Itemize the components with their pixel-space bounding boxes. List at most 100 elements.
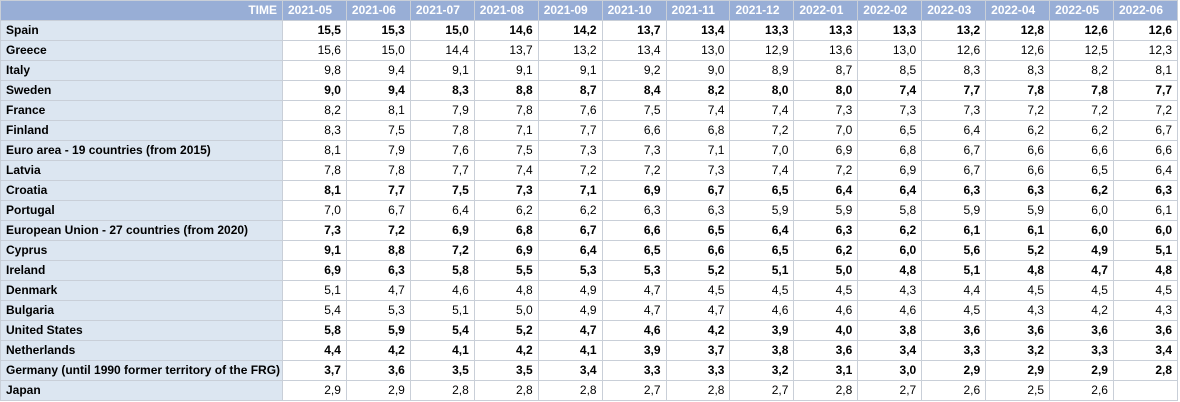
table-cell: 3,9	[601, 340, 667, 361]
column-header-2022-01[interactable]: 2022-01	[793, 0, 859, 21]
table-cell: 2,9	[282, 380, 347, 401]
table-cell: 3,0	[857, 360, 923, 381]
table-cell: 7,8	[1049, 80, 1114, 101]
column-header-2022-02[interactable]: 2022-02	[857, 0, 923, 21]
table-cell: 2,7	[729, 380, 795, 401]
table-header-row: TIME 2021-05 2021-06 2021-07 2021-08 2021-09…	[0, 0, 1179, 21]
row-header-geo[interactable]: Germany (until 1990 former territory of …	[0, 360, 283, 381]
row-header-geo[interactable]: Italy	[0, 60, 283, 81]
table-cell: 2,7	[857, 380, 923, 401]
table-cell: 6,5	[1049, 160, 1114, 181]
row-header-geo[interactable]: Cyprus	[0, 240, 283, 261]
table-cell: 4,2	[473, 340, 539, 361]
row-header-geo[interactable]: United States	[0, 320, 283, 341]
table-cell: 4,1	[537, 340, 603, 361]
table-row: Latvia 7,8 7,8 7,7 7,4 7,2 7,2 7,3 7,4 7,2 6,9 6,7 6…	[0, 160, 1179, 181]
table-cell: 13,0	[665, 40, 731, 61]
row-header-geo[interactable]: European Union - 27 countries (from 2020…	[0, 220, 283, 241]
column-header-2021-10[interactable]: 2021-10	[601, 0, 667, 21]
table-row: United States 5,8 5,9 5,4 5,2 4,7 4,6 4,2 3,9 4,0…	[0, 320, 1179, 341]
table-cell: 4,7	[601, 280, 667, 301]
table-cell: 4,4	[282, 340, 347, 361]
table-cell: 8,1	[282, 140, 347, 161]
table-cell: 2,8	[1112, 360, 1179, 381]
table-cell: 7,5	[409, 180, 475, 201]
row-header-geo[interactable]: France	[0, 100, 283, 121]
column-header-2021-12[interactable]: 2021-12	[729, 0, 795, 21]
table-cell: 7,0	[282, 200, 347, 221]
table-cell: 13,6	[793, 40, 859, 61]
table-cell: 12,3	[1112, 40, 1179, 61]
table-cell: 13,0	[857, 40, 923, 61]
column-header-2022-06[interactable]: 2022-06	[1112, 0, 1179, 21]
row-header-geo[interactable]: Japan	[0, 380, 283, 401]
time-header-label: TIME	[0, 0, 283, 21]
table-cell: 4,5	[1112, 280, 1179, 301]
table-cell: 7,2	[601, 160, 667, 181]
row-header-geo[interactable]: Croatia	[0, 180, 283, 201]
table-cell: 4,3	[857, 280, 923, 301]
table-cell: 4,7	[601, 300, 667, 321]
table-cell: 7,3	[665, 160, 731, 181]
row-header-geo[interactable]: Finland	[0, 120, 283, 141]
table-cell: 7,8	[345, 160, 411, 181]
table-cell: 13,7	[601, 20, 667, 41]
row-header-geo[interactable]: Latvia	[0, 160, 283, 181]
table-cell: 6,9	[793, 140, 859, 161]
row-header-geo[interactable]: Greece	[0, 40, 283, 61]
table-cell: 4,9	[537, 280, 603, 301]
table-cell: 9,8	[282, 60, 347, 81]
table-cell: 6,6	[985, 160, 1051, 181]
table-cell: 2,9	[921, 360, 987, 381]
column-header-2021-11[interactable]: 2021-11	[665, 0, 731, 21]
table-body: Spain 15,5 15,3 15,0 14,6 14,2 13,7 13,4 13,3 13,…	[0, 20, 1179, 401]
table-cell: 6,9	[409, 220, 475, 241]
table-row: Finland 8,3 7,5 7,8 7,1 7,7 6,6 6,8 7,2 7,0 6,5 6,4…	[0, 120, 1179, 141]
table-cell: 7,7	[345, 180, 411, 201]
row-header-geo[interactable]: Ireland	[0, 260, 283, 281]
table-cell: 5,8	[409, 260, 475, 281]
row-header-geo[interactable]: Denmark	[0, 280, 283, 301]
table-cell: 3,1	[793, 360, 859, 381]
table-cell: 5,2	[473, 320, 539, 341]
table-cell: 6,7	[1112, 120, 1179, 141]
table-cell: 6,3	[921, 180, 987, 201]
table-cell: 8,9	[729, 60, 795, 81]
table-cell: 9,0	[282, 80, 347, 101]
table-cell: 5,9	[729, 200, 795, 221]
table-cell: 7,4	[665, 100, 731, 121]
table-cell: 3,3	[601, 360, 667, 381]
table-cell: 4,0	[793, 320, 859, 341]
table-cell: 7,0	[729, 140, 795, 161]
column-header-2022-05[interactable]: 2022-05	[1049, 0, 1114, 21]
table-cell: 6,5	[729, 180, 795, 201]
column-header-2021-05[interactable]: 2021-05	[282, 0, 347, 21]
table-cell: 9,1	[409, 60, 475, 81]
table-cell: 3,6	[921, 320, 987, 341]
column-header-2022-03[interactable]: 2022-03	[921, 0, 987, 21]
table-cell: 3,7	[665, 340, 731, 361]
table-cell: 5,3	[537, 260, 603, 281]
row-header-geo[interactable]: Netherlands	[0, 340, 283, 361]
row-header-geo[interactable]: Sweden	[0, 80, 283, 101]
table-cell: 6,9	[857, 160, 923, 181]
table-cell: 6,8	[473, 220, 539, 241]
row-header-geo[interactable]: Euro area - 19 countries (from 2015)	[0, 140, 283, 161]
row-header-geo[interactable]: Spain	[0, 20, 283, 41]
table-cell: 7,5	[345, 120, 411, 141]
table-cell: 5,9	[921, 200, 987, 221]
column-header-2021-09[interactable]: 2021-09	[537, 0, 603, 21]
table-cell: 8,0	[793, 80, 859, 101]
column-header-2021-07[interactable]: 2021-07	[409, 0, 475, 21]
table-cell: 3,6	[985, 320, 1051, 341]
column-header-2021-06[interactable]: 2021-06	[345, 0, 411, 21]
table-cell: 7,5	[473, 140, 539, 161]
row-header-geo[interactable]: Bulgaria	[0, 300, 283, 321]
table-cell: 7,3	[537, 140, 603, 161]
table-cell: 3,2	[985, 340, 1051, 361]
row-header-geo[interactable]: Portugal	[0, 200, 283, 221]
column-header-2021-08[interactable]: 2021-08	[473, 0, 539, 21]
table-cell: 2,8	[537, 380, 603, 401]
table-cell: 3,3	[665, 360, 731, 381]
column-header-2022-04[interactable]: 2022-04	[985, 0, 1051, 21]
